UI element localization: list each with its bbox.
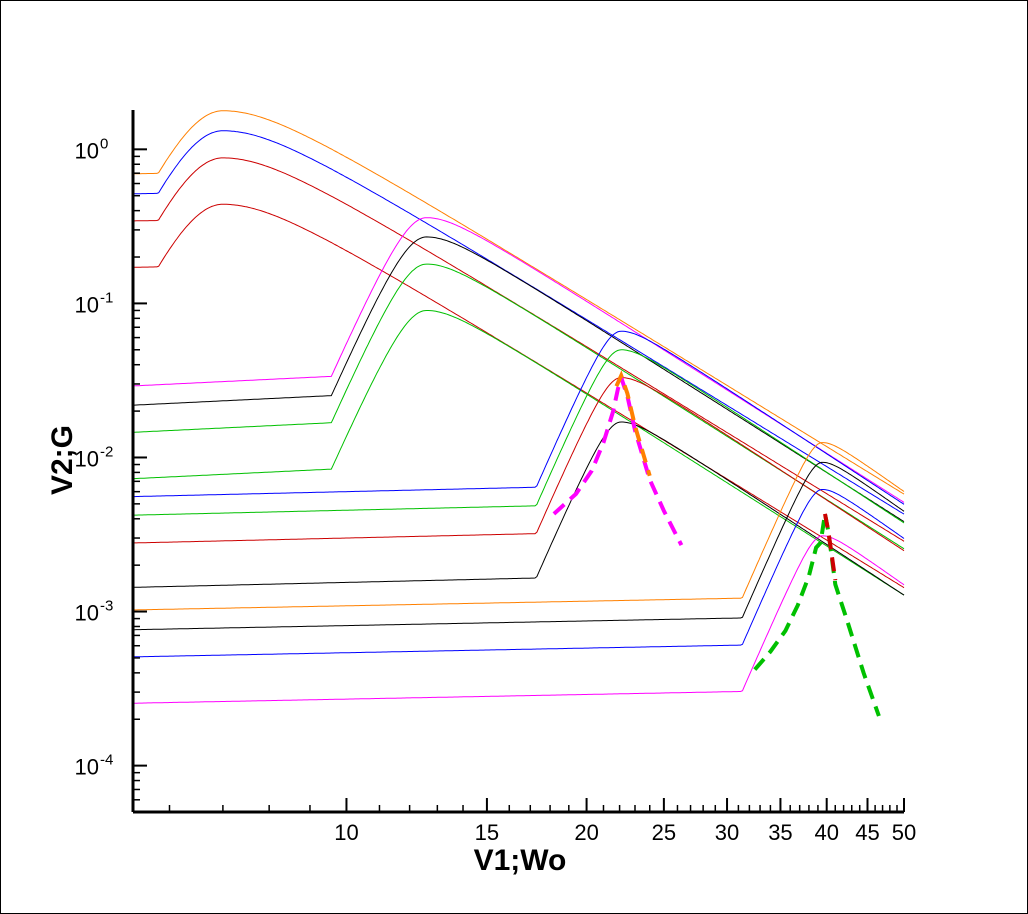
y-tick-label: 10	[75, 601, 99, 626]
y-axis-title: V2;G	[46, 425, 79, 495]
y-tick-exponent: -2	[100, 443, 113, 460]
x-tick-label: 15	[475, 820, 499, 845]
x-tick-label: 35	[768, 820, 792, 845]
y-tick-exponent: -3	[100, 598, 113, 615]
y-tick-label: 10	[75, 755, 99, 780]
curve-f1-c3	[132, 310, 905, 596]
dashed-layer	[552, 370, 881, 717]
y-tick-exponent: 0	[100, 135, 108, 152]
curve-f0-c0	[132, 110, 905, 495]
curve-f3-c1	[133, 461, 905, 631]
axes-layer: 10 010 -110 -210 -310 -410 15 20 25 30 35 40 45 50	[75, 110, 916, 845]
x-tick-label: 25	[652, 820, 676, 845]
curve-f0-c1	[132, 130, 905, 515]
dashed-series-2	[753, 513, 881, 717]
y-tick-label: 10	[75, 446, 99, 471]
dashed-series-0	[552, 370, 684, 547]
x-tick-label: 10	[334, 820, 358, 845]
x-tick-label: 20	[574, 820, 598, 845]
y-tick-label: 10	[75, 292, 99, 317]
curves-layer	[132, 110, 905, 704]
x-tick-label: 45	[855, 820, 879, 845]
curve-f3-c0	[133, 442, 905, 611]
y-tick-exponent: -1	[100, 289, 113, 306]
curve-f2-c3	[132, 421, 905, 596]
curve-f0-c2	[133, 157, 905, 542]
curve-f2-c0	[133, 330, 905, 505]
curve-f0-c3	[133, 203, 905, 589]
y-tick-label: 10	[75, 138, 99, 163]
curve-f3-c3	[133, 535, 905, 704]
dashed-series-3	[823, 513, 838, 581]
dashed-series-1	[614, 370, 652, 477]
curve-f1-c1	[132, 236, 905, 523]
x-tick-label: 50	[892, 820, 916, 845]
curve-f2-c1	[132, 349, 905, 524]
x-tick-label: 30	[715, 820, 739, 845]
y-tick-exponent: -4	[100, 752, 113, 769]
curve-f3-c2	[133, 489, 905, 658]
x-tick-label: 40	[814, 820, 838, 845]
x-axis-title: V1;Wo	[474, 844, 567, 877]
curve-f1-c0	[132, 217, 905, 503]
curve-f2-c2	[132, 377, 905, 552]
